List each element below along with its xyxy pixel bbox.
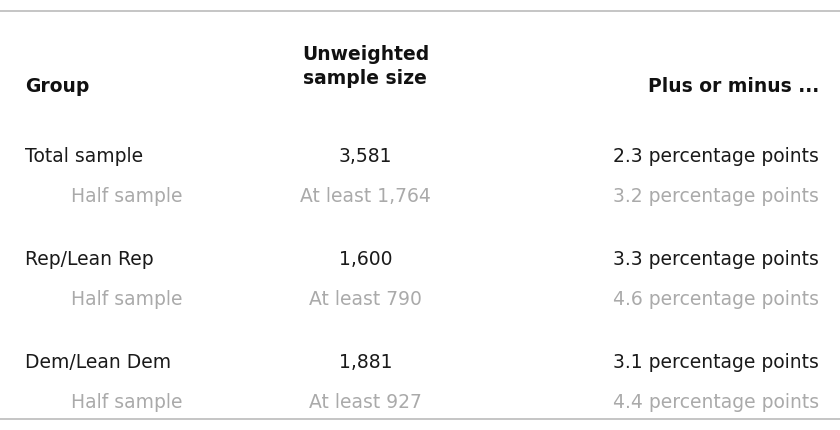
Text: Plus or minus ...: Plus or minus ...: [648, 77, 819, 95]
Text: Half sample: Half sample: [71, 393, 183, 412]
Text: 4.6 percentage points: 4.6 percentage points: [613, 290, 819, 309]
Text: At least 1,764: At least 1,764: [300, 187, 431, 206]
Text: 2.3 percentage points: 2.3 percentage points: [613, 147, 819, 166]
Text: 1,881: 1,881: [339, 353, 392, 372]
Text: At least 927: At least 927: [309, 393, 422, 412]
Text: Group: Group: [25, 77, 90, 95]
Text: Rep/Lean Rep: Rep/Lean Rep: [25, 250, 154, 269]
Text: 3.1 percentage points: 3.1 percentage points: [613, 353, 819, 372]
Text: 3.3 percentage points: 3.3 percentage points: [613, 250, 819, 269]
Text: Total sample: Total sample: [25, 147, 144, 166]
Text: 1,600: 1,600: [339, 250, 392, 269]
Text: 4.4 percentage points: 4.4 percentage points: [613, 393, 819, 412]
Text: 3.2 percentage points: 3.2 percentage points: [613, 187, 819, 206]
Text: Dem/Lean Dem: Dem/Lean Dem: [25, 353, 171, 372]
Text: Half sample: Half sample: [71, 187, 183, 206]
Text: Unweighted
sample size: Unweighted sample size: [302, 46, 429, 88]
Text: 3,581: 3,581: [339, 147, 392, 166]
Text: At least 790: At least 790: [309, 290, 422, 309]
Text: Half sample: Half sample: [71, 290, 183, 309]
